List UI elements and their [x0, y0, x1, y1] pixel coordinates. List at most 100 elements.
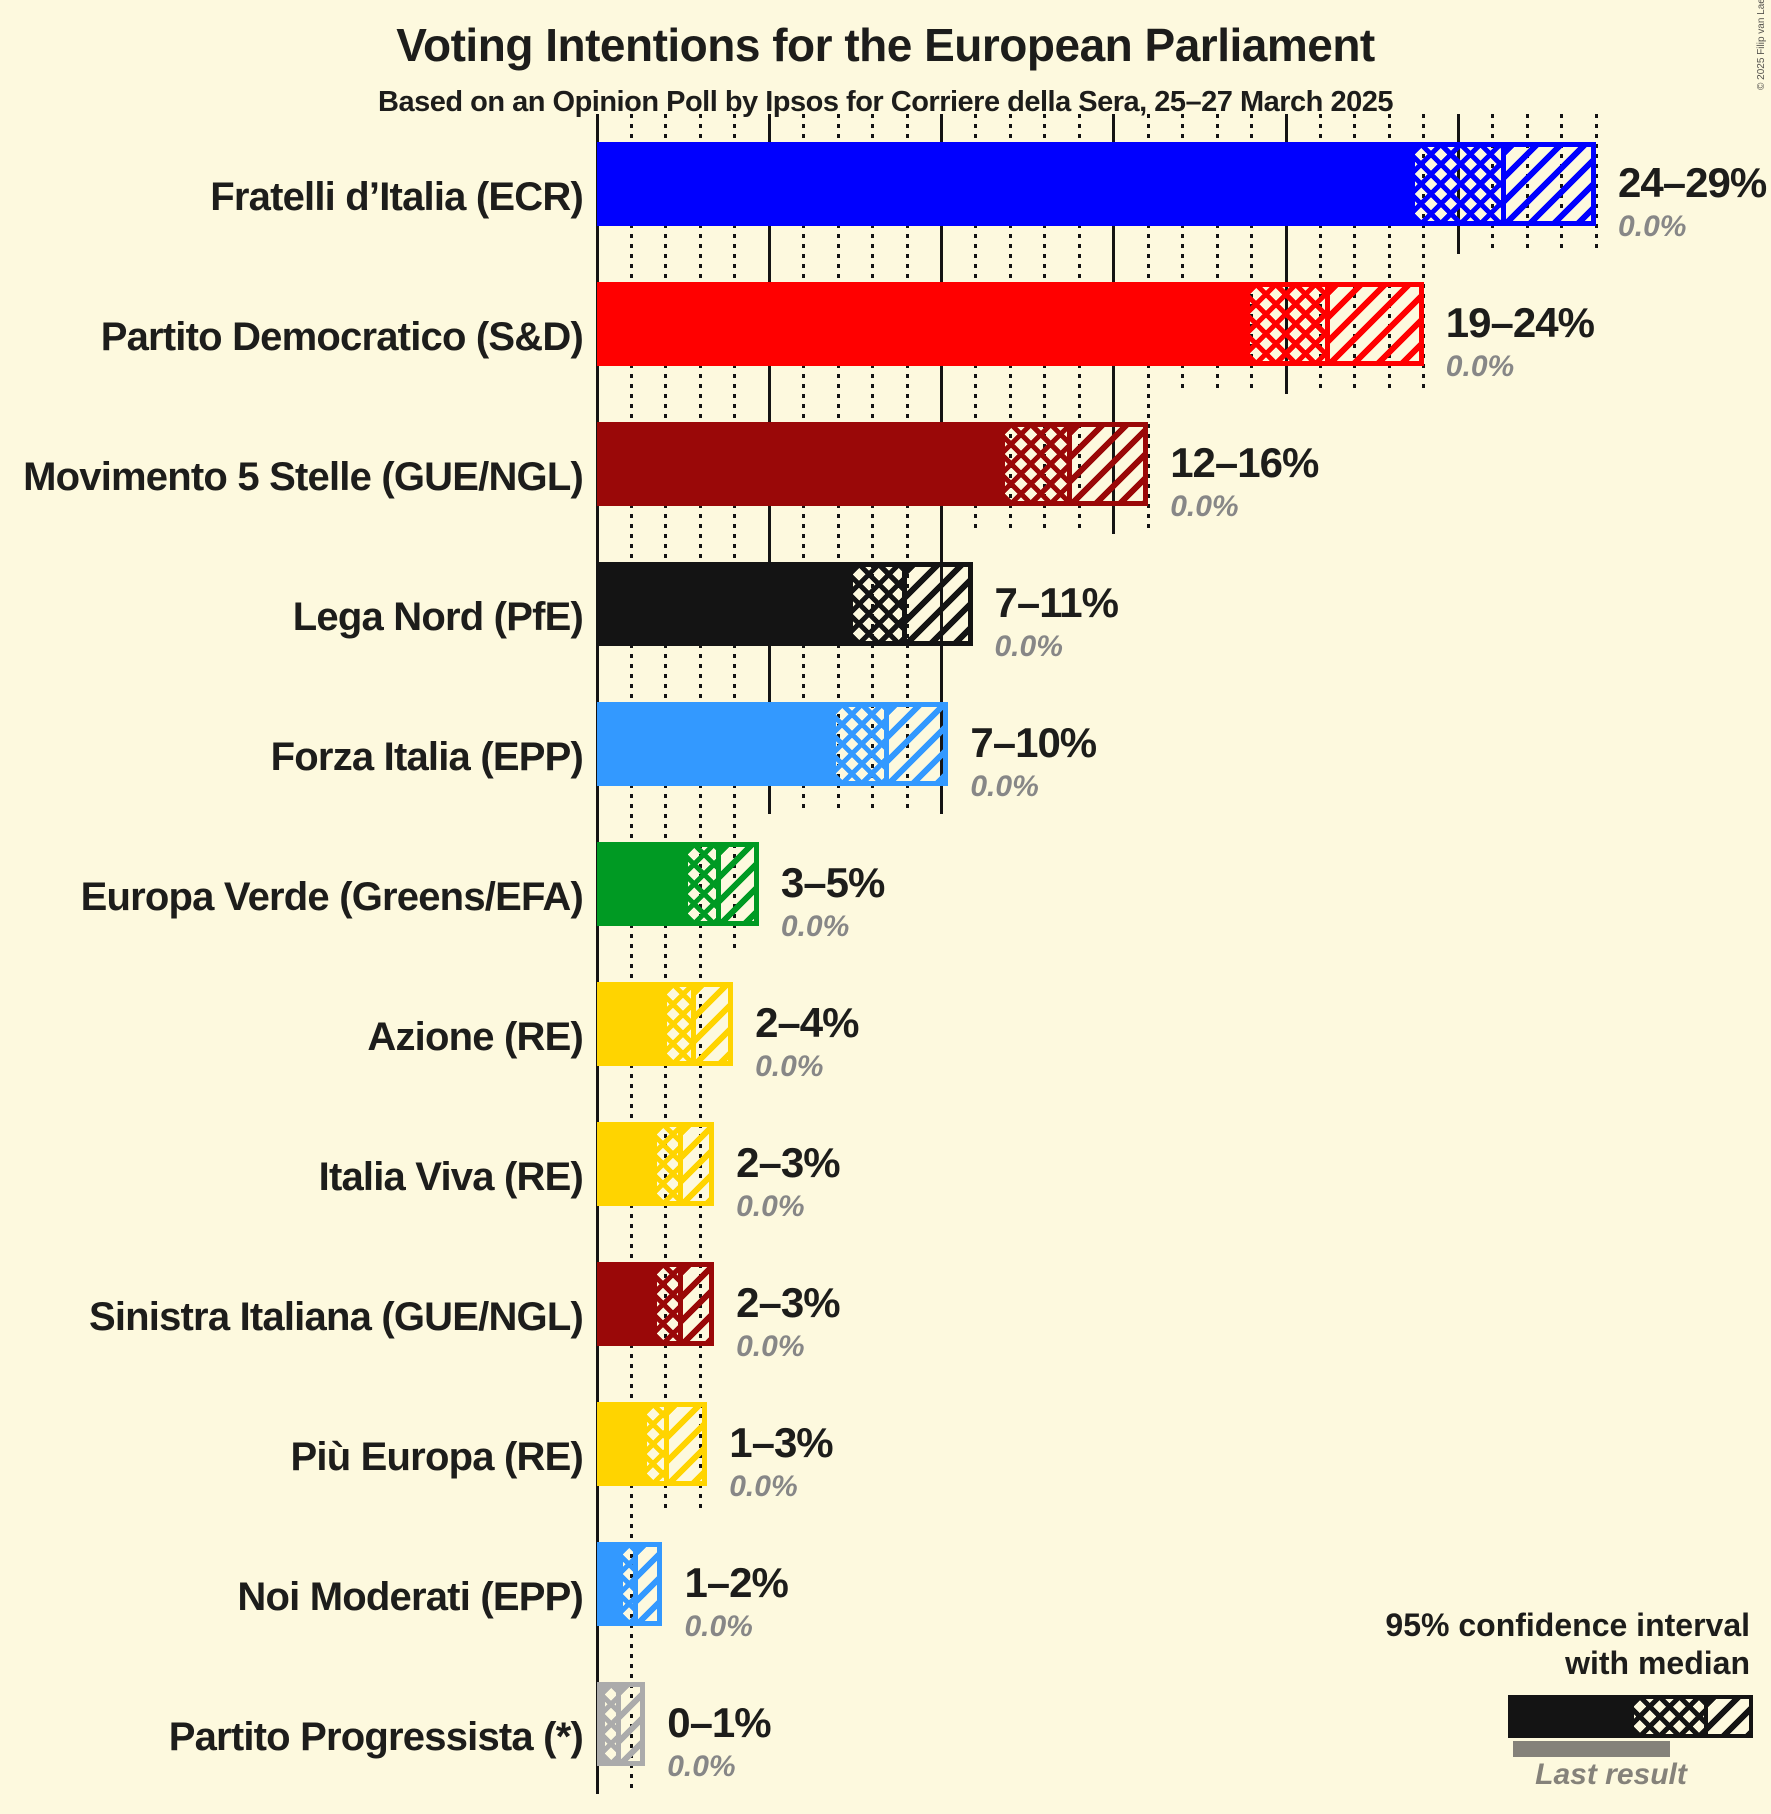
bar-solid-segment: [597, 422, 1001, 506]
bar-solid-segment: [597, 1262, 653, 1346]
value-labels: 12–16% 0.0%: [1170, 439, 1319, 522]
ci-range-label: 0–1%: [667, 1699, 771, 1746]
bar-diagonal-segment: [682, 1267, 710, 1341]
ci-range-label: 7–10%: [970, 719, 1097, 766]
bar-solid-segment: [597, 1542, 618, 1626]
value-labels: 2–3% 0.0%: [736, 1139, 840, 1222]
last-result-label: 0.0%: [970, 770, 1039, 803]
bar-ci-segment: [600, 1682, 646, 1766]
copyright-note: © 2025 Filip van Laenen: [1756, 0, 1767, 90]
chart-subtitle: Based on an Opinion Poll by Ipsos for Co…: [378, 86, 1393, 118]
chart-title: Voting Intentions for the European Parli…: [396, 19, 1375, 71]
legend-crosshatch-segment: [1634, 1699, 1708, 1734]
ci-range-label: 7–11%: [994, 579, 1119, 626]
last-result-label: 0.0%: [736, 1330, 805, 1363]
bar-diagonal-segment: [696, 987, 729, 1061]
bar-crosshatch-segment: [657, 1267, 683, 1341]
bar-crosshatch-segment: [1415, 147, 1507, 221]
party-label: Più Europa (RE): [290, 1434, 584, 1479]
bar-diagonal-segment: [889, 707, 944, 781]
bar-crosshatch-segment: [1249, 287, 1331, 361]
confidence-interval-bar: [597, 702, 954, 786]
bar-solid-segment: [597, 282, 1245, 366]
bar-diagonal-segment: [1506, 147, 1592, 221]
ci-range-label: 2–3%: [736, 1139, 840, 1186]
bar-crosshatch-segment: [657, 1127, 683, 1201]
party-row: Azione (RE) 2–4% 0.0%: [0, 954, 1771, 1094]
bar-diagonal-segment: [1330, 287, 1419, 361]
party-row: Forza Italia (EPP) 7–10% 0.0%: [0, 674, 1771, 814]
party-row: Italia Viva (RE) 2–3% 0.0%: [0, 1094, 1771, 1234]
bar-crosshatch-segment: [836, 707, 890, 781]
bar-solid-segment: [597, 1682, 601, 1766]
bar-solid-segment: [597, 1122, 653, 1206]
value-labels: 0–1% 0.0%: [667, 1699, 771, 1783]
party-label: Noi Moderati (EPP): [237, 1574, 583, 1619]
last-result-label: 0.0%: [1618, 210, 1687, 243]
bar-diagonal-segment: [1071, 427, 1144, 501]
last-result-label: 0.0%: [667, 1750, 736, 1783]
last-result-label: 0.0%: [994, 630, 1063, 663]
party-row: Partito Democratico (S&D) 19–24% 0.0%: [0, 254, 1771, 394]
party-label: Lega Nord (PfE): [292, 594, 584, 639]
confidence-interval-bar: [597, 1402, 713, 1486]
last-result-label: 0.0%: [684, 1610, 753, 1643]
value-labels: 3–5% 0.0%: [780, 859, 885, 943]
ci-range-label: 1–3%: [729, 1419, 833, 1466]
value-labels: 1–2% 0.0%: [684, 1559, 788, 1643]
confidence-interval-bar: [597, 1262, 720, 1346]
value-labels: 2–3% 0.0%: [736, 1282, 840, 1363]
ci-range-label: 3–5%: [780, 859, 885, 906]
last-result-label: 0.0%: [755, 1050, 824, 1083]
confidence-interval-bar: [597, 982, 739, 1066]
party-label: Forza Italia (EPP): [270, 734, 584, 779]
party-row: Noi Moderati (EPP) 1–2% 0.0%: [0, 1514, 1771, 1654]
ci-range-label: 1–2%: [684, 1559, 788, 1606]
legend-last-result-marker: [1513, 1741, 1670, 1757]
party-label: Sinistra Italiana (GUE/NGL): [88, 1294, 584, 1339]
confidence-interval-bar: [597, 142, 1602, 226]
party-label: Fratelli d’Italia (ECR): [210, 174, 584, 219]
value-labels: 7–11% 0.0%: [994, 579, 1119, 663]
bar-ci-segment: [652, 1262, 715, 1346]
ci-range-label: 12–16%: [1170, 439, 1319, 486]
bar-ci-segment: [848, 562, 973, 646]
party-label: Azione (RE): [367, 1014, 583, 1059]
confidence-interval-bar: [597, 562, 979, 646]
legend-last-result-label: Last result: [1535, 1758, 1687, 1791]
ci-range-label: 2–4%: [755, 999, 859, 1046]
bar-crosshatch-segment: [605, 1687, 621, 1761]
bar-solid-segment: [597, 562, 849, 646]
confidence-interval-bar: [597, 842, 765, 926]
bar-crosshatch-segment: [646, 1407, 669, 1481]
bar-solid-segment: [597, 982, 663, 1066]
ci-range-label: 24–29%: [1618, 159, 1767, 206]
bar-crosshatch-segment: [853, 567, 907, 641]
party-row: Fratelli d’Italia (ECR) 24–29% 0.0%: [0, 114, 1771, 254]
bar-diagonal-segment: [906, 567, 968, 641]
party-label: Partito Progressista (*): [168, 1714, 584, 1759]
value-labels: 7–10% 0.0%: [970, 719, 1097, 803]
minor-gridline: [1146, 394, 1150, 534]
bar-ci-segment: [1410, 142, 1597, 226]
bar-solid-segment: [597, 702, 832, 786]
bar-crosshatch-segment: [1005, 427, 1072, 501]
bar-diagonal-segment: [668, 1407, 703, 1481]
bar-diagonal-segment: [682, 1127, 710, 1201]
minor-gridline: [1594, 114, 1598, 254]
last-result-label: 0.0%: [780, 910, 850, 943]
party-label: Italia Viva (RE): [318, 1154, 584, 1199]
party-row: Partito Progressista (*) 0–1% 0.0%: [0, 1654, 1771, 1794]
legend-sample-bar: [1508, 1695, 1753, 1738]
bar-ci-segment: [1000, 422, 1149, 506]
last-result-label: 0.0%: [1445, 350, 1515, 383]
bar-crosshatch-segment: [688, 847, 721, 921]
bar-solid-segment: [597, 1402, 642, 1486]
bar-ci-segment: [662, 982, 734, 1066]
party-row: Europa Verde (Greens/EFA) 3–5% 0.0%: [0, 814, 1771, 954]
bar-crosshatch-segment: [667, 987, 697, 1061]
zero-axis-line: [595, 114, 599, 1794]
party-label: Partito Democratico (S&D): [100, 314, 584, 359]
party-label: Movimento 5 Stelle (GUE/NGL): [23, 454, 584, 499]
